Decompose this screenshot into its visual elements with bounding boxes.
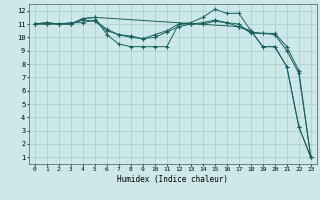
X-axis label: Humidex (Indice chaleur): Humidex (Indice chaleur) xyxy=(117,175,228,184)
